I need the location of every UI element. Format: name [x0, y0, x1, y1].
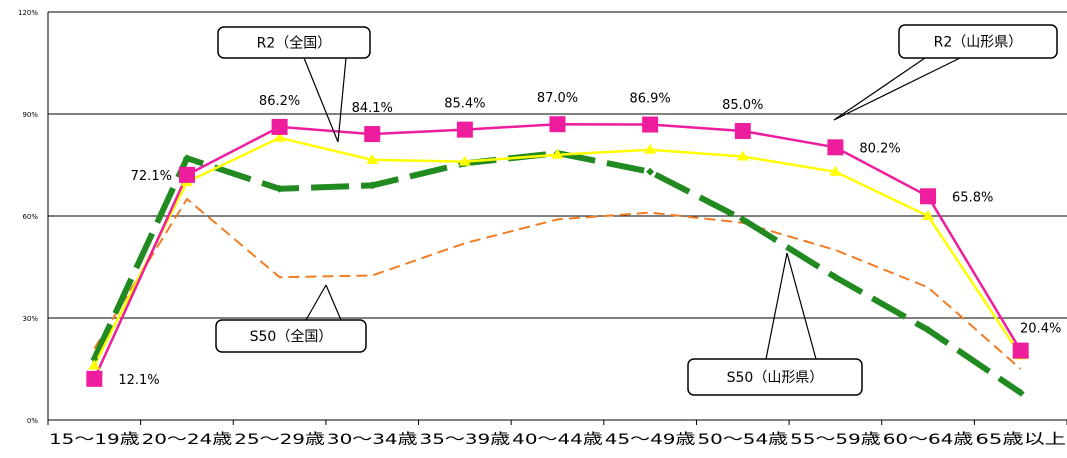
callout-box [687, 358, 863, 396]
data-label: 86.2% [259, 94, 300, 109]
s50-yamagata-point [90, 354, 99, 363]
s50-yamagata-point [646, 167, 655, 176]
s50-yamagata-point [1016, 388, 1025, 397]
r2-yamagata-point [456, 121, 473, 138]
x-tick-label: 35～39歳 [420, 431, 511, 448]
r2-zenkoku-point [88, 359, 101, 370]
callout: R2（山形県） [833, 24, 1058, 121]
r2-yamagata-point [364, 126, 381, 143]
s50-yamagata-point [182, 154, 191, 163]
r2-yamagata-point [549, 116, 566, 133]
callout-pointer [325, 284, 342, 321]
x-tick-label: 45～49歳 [605, 431, 696, 448]
x-tick-label: 40～44歳 [512, 431, 603, 448]
x-tick-label: 30～34歳 [327, 431, 418, 448]
s50-yamagata-point [368, 181, 377, 190]
r2-zenkoku-point [644, 143, 657, 154]
data-label: 85.4% [444, 97, 485, 112]
data-label: 84.1% [352, 101, 393, 116]
r2-zenkoku-point [458, 155, 471, 166]
callout: S50（山形県） [687, 252, 863, 396]
x-tick-label: 60～64歳 [883, 431, 974, 448]
callout-label: R2（山形県） [934, 35, 1023, 51]
callout-pointer [833, 57, 926, 121]
r2-yamagata-point [642, 116, 659, 133]
x-tick-label: 25～29歳 [234, 431, 325, 448]
s50-zenkoku-series-line [93, 198, 1022, 370]
callout-box [898, 24, 1058, 59]
x-tick-label: 65歳以上 [975, 431, 1066, 448]
r2-zenkoku-point [829, 165, 842, 176]
callout-box [215, 319, 367, 353]
callout-label: S50（山形県） [727, 370, 824, 386]
data-label: 20.4% [1020, 322, 1061, 337]
callout-pointer [765, 252, 788, 360]
r2-yamagata-point [920, 188, 937, 205]
y-tick-label: 30% [22, 315, 38, 323]
r2-yamagata-point [827, 139, 844, 156]
r2-zenkoku-point [551, 148, 564, 159]
callout-pointer [786, 252, 817, 360]
r2-zenkoku-point [736, 150, 749, 161]
r2-yamagata-point [271, 118, 288, 135]
x-tick-label: 55～59歳 [790, 431, 881, 448]
callout: R2（全国） [217, 26, 371, 143]
r2-yamagata-point [178, 166, 195, 183]
s50-yamagata-point [831, 273, 840, 282]
callout-box [217, 26, 371, 59]
s50-yamagata-series-line [91, 150, 1023, 396]
r2-zenkoku-point [922, 210, 935, 220]
callout-pointer [833, 57, 961, 121]
r2-yamagata-point [734, 123, 751, 139]
x-tick-label: 15～19歳 [49, 431, 140, 448]
x-tick-label: 20～24歳 [142, 431, 233, 448]
callout: S50（全国） [215, 284, 367, 353]
r2-zenkoku-point [366, 153, 379, 164]
callout-label: R2（全国） [257, 35, 332, 52]
r2-yamagata-point [86, 370, 103, 387]
data-label: 12.1% [118, 373, 159, 388]
callout-pointer [337, 57, 347, 143]
x-tick-label: 50～54歳 [697, 431, 788, 448]
s50-yamagata-point [924, 325, 933, 334]
callout-pointer [305, 284, 327, 321]
data-label: 87.0% [537, 91, 578, 106]
s50-yamagata-point [275, 184, 284, 193]
data-label: 86.9% [629, 92, 670, 107]
y-tick-label: 90% [22, 111, 38, 119]
y-tick-label: 0% [27, 417, 38, 425]
r2-zenkoku-point [273, 131, 286, 142]
data-label: 72.1% [131, 169, 172, 184]
callout-label: S50（全国） [250, 328, 333, 345]
s50-yamagata-point [738, 215, 747, 224]
r2-yamagata-point [1012, 342, 1029, 359]
data-label: 80.2% [859, 141, 900, 156]
data-label: 85.0% [722, 98, 763, 113]
y-tick-label: 120% [18, 9, 38, 17]
y-tick-label: 60% [22, 213, 38, 221]
callout-pointer [303, 57, 339, 143]
data-label: 65.8% [952, 190, 993, 205]
